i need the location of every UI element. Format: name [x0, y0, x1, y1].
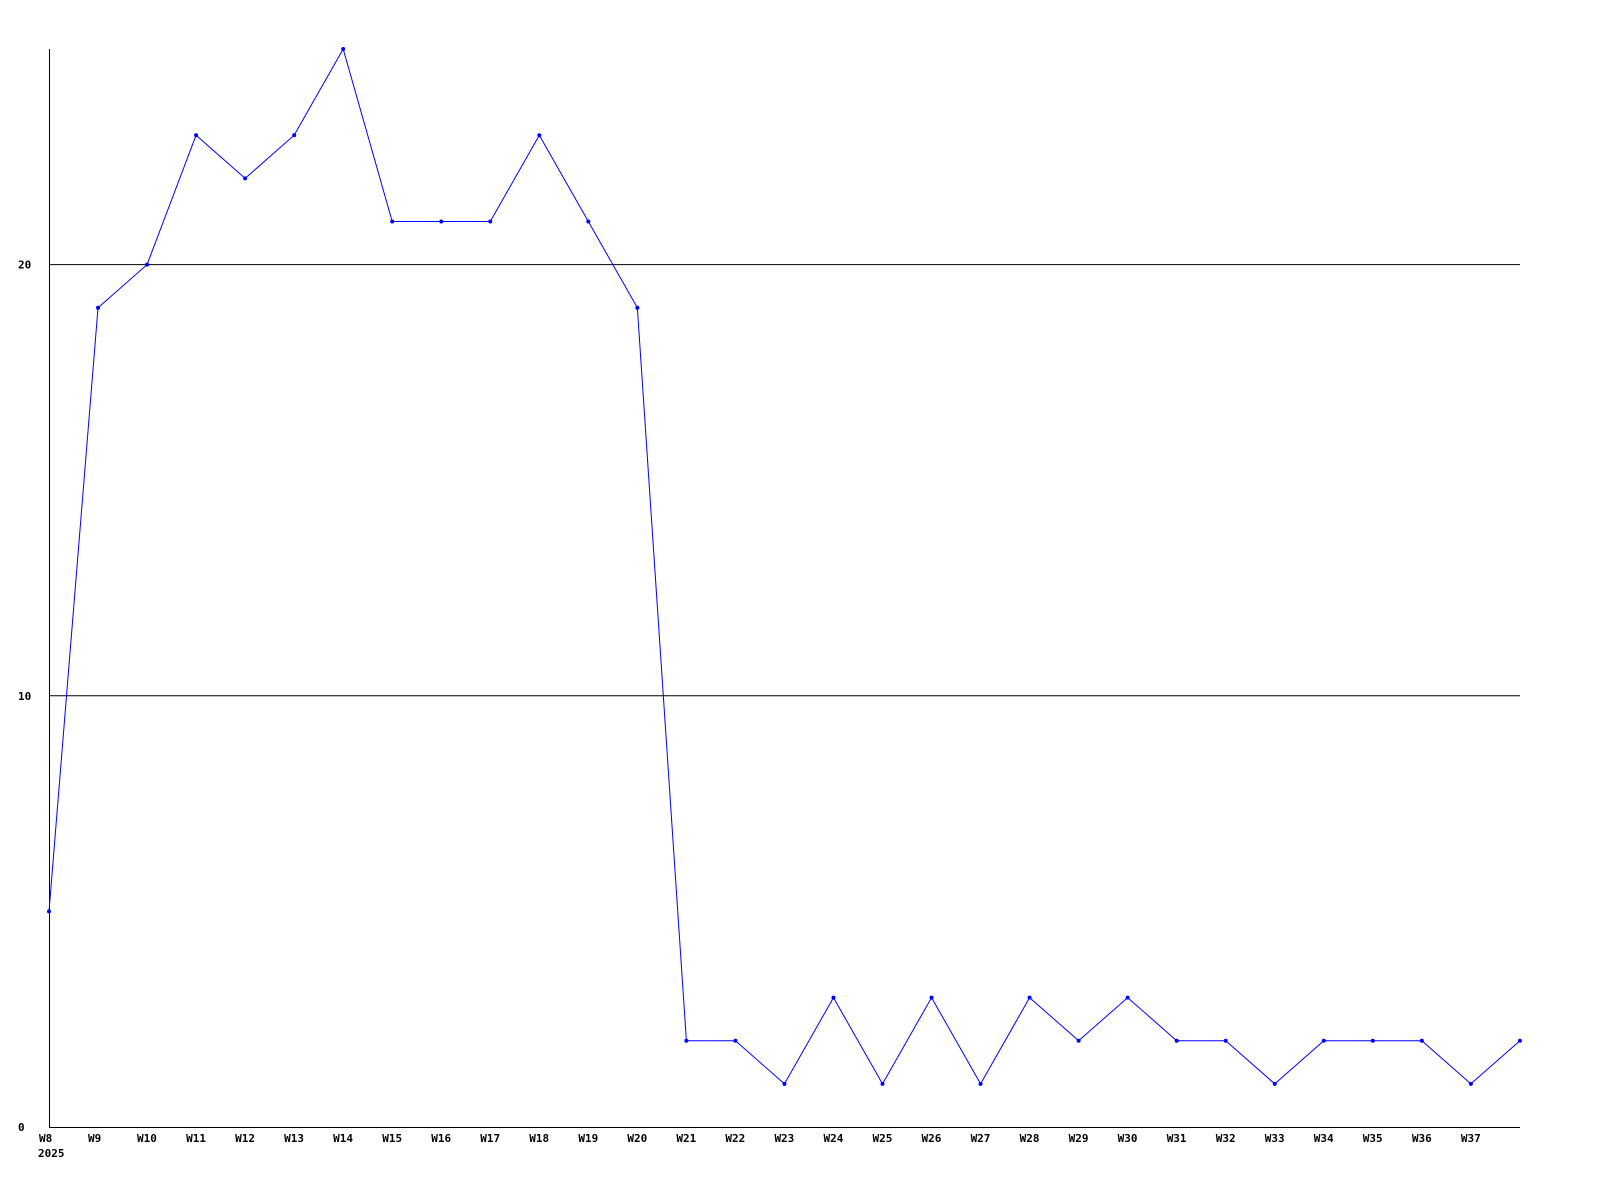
data-point: [145, 262, 150, 267]
x-tick-label: W33: [1265, 1132, 1285, 1145]
x-tick-label: W22: [725, 1132, 745, 1145]
x-tick-label: W10: [137, 1132, 157, 1145]
x-tick-label: W30: [1118, 1132, 1138, 1145]
x-tick-label: W9: [88, 1132, 101, 1145]
data-point: [341, 47, 346, 51]
x-tick-label: W28: [1020, 1132, 1040, 1145]
data-point: [194, 133, 199, 138]
data-point: [537, 133, 542, 138]
x-tick-label: W23: [774, 1132, 794, 1145]
x-tick-label: W32: [1216, 1132, 1236, 1145]
data-point: [439, 219, 444, 224]
data-point: [684, 1038, 689, 1043]
x-tick-label: W27: [971, 1132, 991, 1145]
x-tick-label: W26: [922, 1132, 942, 1145]
x-tick-label: W21: [676, 1132, 696, 1145]
x-tick-label: W11: [186, 1132, 206, 1145]
series-line: [48, 47, 1521, 1085]
data-point: [929, 995, 934, 1000]
data-point: [292, 133, 297, 138]
data-point: [1125, 995, 1130, 1000]
data-point: [831, 995, 836, 1000]
x-tick-label: W8: [39, 1132, 52, 1145]
x-tick-label: W18: [529, 1132, 549, 1145]
data-point: [1321, 1038, 1326, 1043]
x-tick-label: W36: [1412, 1132, 1432, 1145]
x-tick-label: W37: [1461, 1132, 1481, 1145]
data-point: [47, 909, 51, 914]
data-point: [1174, 1038, 1179, 1043]
x-tick-label: W25: [873, 1132, 893, 1145]
data-point: [1419, 1038, 1424, 1043]
x-tick-label: W16: [431, 1132, 451, 1145]
data-point: [488, 219, 493, 224]
x-tick-label: W19: [578, 1132, 598, 1145]
x-tick-label: W12: [235, 1132, 255, 1145]
x-tick-label: W14: [333, 1132, 353, 1145]
data-point: [782, 1081, 787, 1086]
data-point: [96, 305, 101, 310]
x-tick-label: W17: [480, 1132, 500, 1145]
data-point: [390, 219, 395, 224]
y-tick-label: 0: [18, 1121, 25, 1134]
data-point: [733, 1038, 738, 1043]
data-point: [1272, 1081, 1277, 1086]
data-point: [635, 305, 640, 310]
x-sublabel: 2025: [38, 1147, 65, 1160]
data-point: [243, 176, 248, 181]
data-point: [586, 219, 591, 224]
x-tick-label: W15: [382, 1132, 402, 1145]
x-tick-label: W34: [1314, 1132, 1334, 1145]
data-point: [1468, 1081, 1473, 1086]
x-tick-label: W20: [627, 1132, 647, 1145]
data-point: [1370, 1038, 1375, 1043]
x-tick-label: W24: [823, 1132, 843, 1145]
x-tick-label: W29: [1069, 1132, 1089, 1145]
x-tick-label: W35: [1363, 1132, 1383, 1145]
x-tick-label: W13: [284, 1132, 304, 1145]
data-point: [1076, 1038, 1081, 1043]
data-point: [1027, 995, 1032, 1000]
y-tick-label: 20: [18, 259, 31, 272]
y-tick-label: 10: [18, 690, 31, 703]
data-point: [1223, 1038, 1228, 1043]
x-tick-label: W31: [1167, 1132, 1187, 1145]
data-point: [1517, 1038, 1522, 1043]
data-point: [880, 1081, 885, 1086]
data-point: [978, 1081, 983, 1086]
